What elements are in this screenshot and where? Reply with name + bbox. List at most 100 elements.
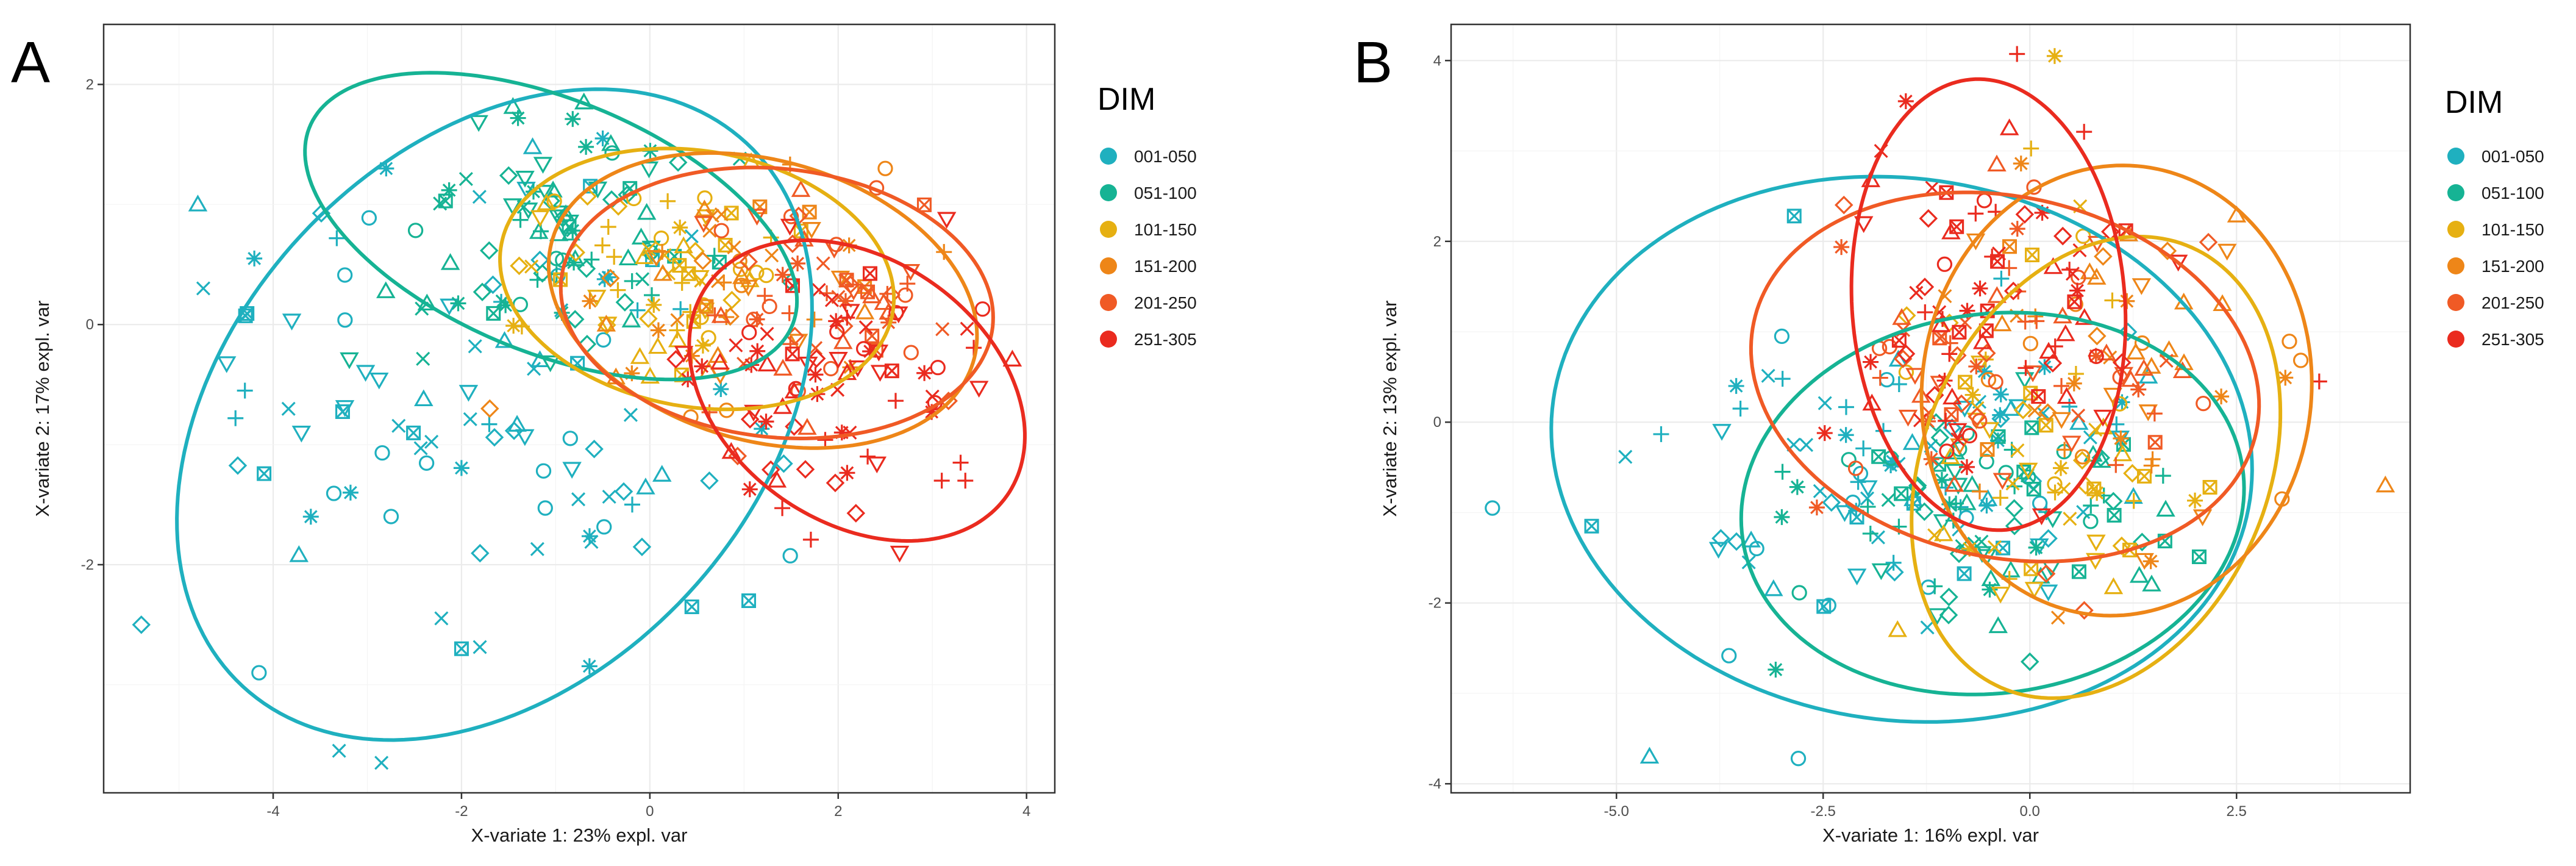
- data-point: [2009, 46, 2025, 62]
- data-point: [797, 418, 817, 435]
- data-point: [780, 218, 800, 236]
- ellipse-201-250: [1749, 190, 2261, 564]
- data-point: [529, 271, 546, 288]
- data-point: [1968, 206, 1984, 222]
- legend-label: 251-305: [1134, 330, 1197, 349]
- data-point: [1888, 620, 1908, 637]
- data-point: [1872, 370, 1888, 386]
- data-point: [2088, 423, 2103, 437]
- data-point: [1808, 499, 1825, 516]
- data-point: [507, 415, 527, 432]
- data-point: [639, 161, 659, 179]
- data-point: [937, 212, 957, 229]
- data-point: [632, 537, 652, 557]
- data-point: [1485, 500, 1500, 516]
- data-point: [930, 359, 946, 376]
- legend-swatch: [1100, 221, 1117, 238]
- data-point: [414, 389, 433, 407]
- data-point: [637, 202, 657, 220]
- data-point: [2133, 532, 2152, 552]
- data-point: [463, 412, 477, 426]
- data-point: [2114, 394, 2130, 410]
- data-point: [2069, 413, 2089, 430]
- data-point: [1838, 427, 1854, 443]
- data-point: [826, 473, 845, 493]
- data-point: [1774, 463, 1791, 480]
- data-point: [537, 500, 553, 516]
- data-point: [585, 440, 604, 459]
- data-point: [741, 324, 757, 340]
- data-point: [1863, 354, 1879, 370]
- data-point: [2135, 553, 2154, 570]
- data-point: [565, 223, 581, 239]
- y-tick-label: -2: [1429, 595, 1441, 612]
- data-point: [2021, 469, 2036, 485]
- data-point: [666, 349, 685, 369]
- data-point: [565, 310, 585, 329]
- data-point: [2013, 156, 2029, 172]
- data-point: [2036, 406, 2050, 421]
- data-point: [1920, 620, 1935, 635]
- data-point: [2168, 254, 2188, 272]
- data-point: [1988, 374, 2003, 390]
- data-point: [974, 301, 991, 317]
- data-point: [952, 454, 969, 471]
- data-point: [732, 267, 752, 284]
- x-axis-title: X-variate 1: 16% expl. var: [1822, 825, 2039, 846]
- data-point: [530, 210, 550, 227]
- data-point: [374, 445, 390, 461]
- data-point: [1991, 587, 2010, 604]
- data-point: [535, 463, 552, 479]
- data-point: [1923, 451, 1939, 467]
- data-point: [1639, 746, 1660, 764]
- data-point: [440, 253, 460, 270]
- data-point: [594, 131, 611, 147]
- data-point: [383, 509, 399, 524]
- x-tick-label: -4: [266, 803, 279, 820]
- data-point: [833, 332, 853, 349]
- data-point: [2083, 498, 2099, 514]
- plot-frame: [102, 23, 1056, 794]
- data-point: [1741, 531, 1761, 548]
- data-point: [2061, 398, 2078, 415]
- data-point: [2076, 124, 2093, 140]
- data-point: [1992, 490, 2008, 506]
- data-point: [648, 337, 668, 354]
- data-point: [890, 545, 910, 563]
- legend-swatch: [2447, 294, 2464, 311]
- data-point: [340, 352, 359, 370]
- data-point: [1991, 429, 2006, 444]
- data-point: [621, 310, 641, 327]
- data-point: [216, 356, 237, 373]
- data-point: [1852, 465, 1869, 482]
- data-point: [2071, 409, 2086, 423]
- data-point: [2013, 400, 2033, 420]
- data-point: [469, 115, 488, 132]
- data-point: [2123, 463, 2142, 483]
- data-point: [829, 351, 848, 369]
- data-point: [2191, 549, 2207, 564]
- x-tick-label: 4: [1022, 803, 1030, 820]
- data-point: [747, 209, 767, 226]
- data-point: [227, 410, 244, 426]
- data-point: [2094, 247, 2113, 266]
- data-point: [1927, 578, 1943, 595]
- data-point: [2156, 499, 2175, 517]
- data-point: [2066, 375, 2082, 392]
- data-point: [610, 282, 626, 298]
- data-point: [361, 210, 377, 226]
- data-point: [1944, 474, 1964, 492]
- data-point: [1897, 93, 1914, 109]
- data-point: [1987, 154, 2007, 172]
- data-point: [1959, 459, 1975, 475]
- legend-label: 201-250: [1134, 293, 1197, 312]
- data-point: [282, 313, 302, 331]
- data-point: [1786, 209, 1802, 224]
- data-point: [828, 313, 844, 329]
- data-point: [1858, 480, 1878, 498]
- data-point: [1894, 486, 1909, 501]
- data-point: [1871, 449, 1886, 464]
- legend-title: DIM: [2445, 85, 2503, 120]
- data-point: [2213, 388, 2230, 405]
- data-point: [289, 545, 309, 562]
